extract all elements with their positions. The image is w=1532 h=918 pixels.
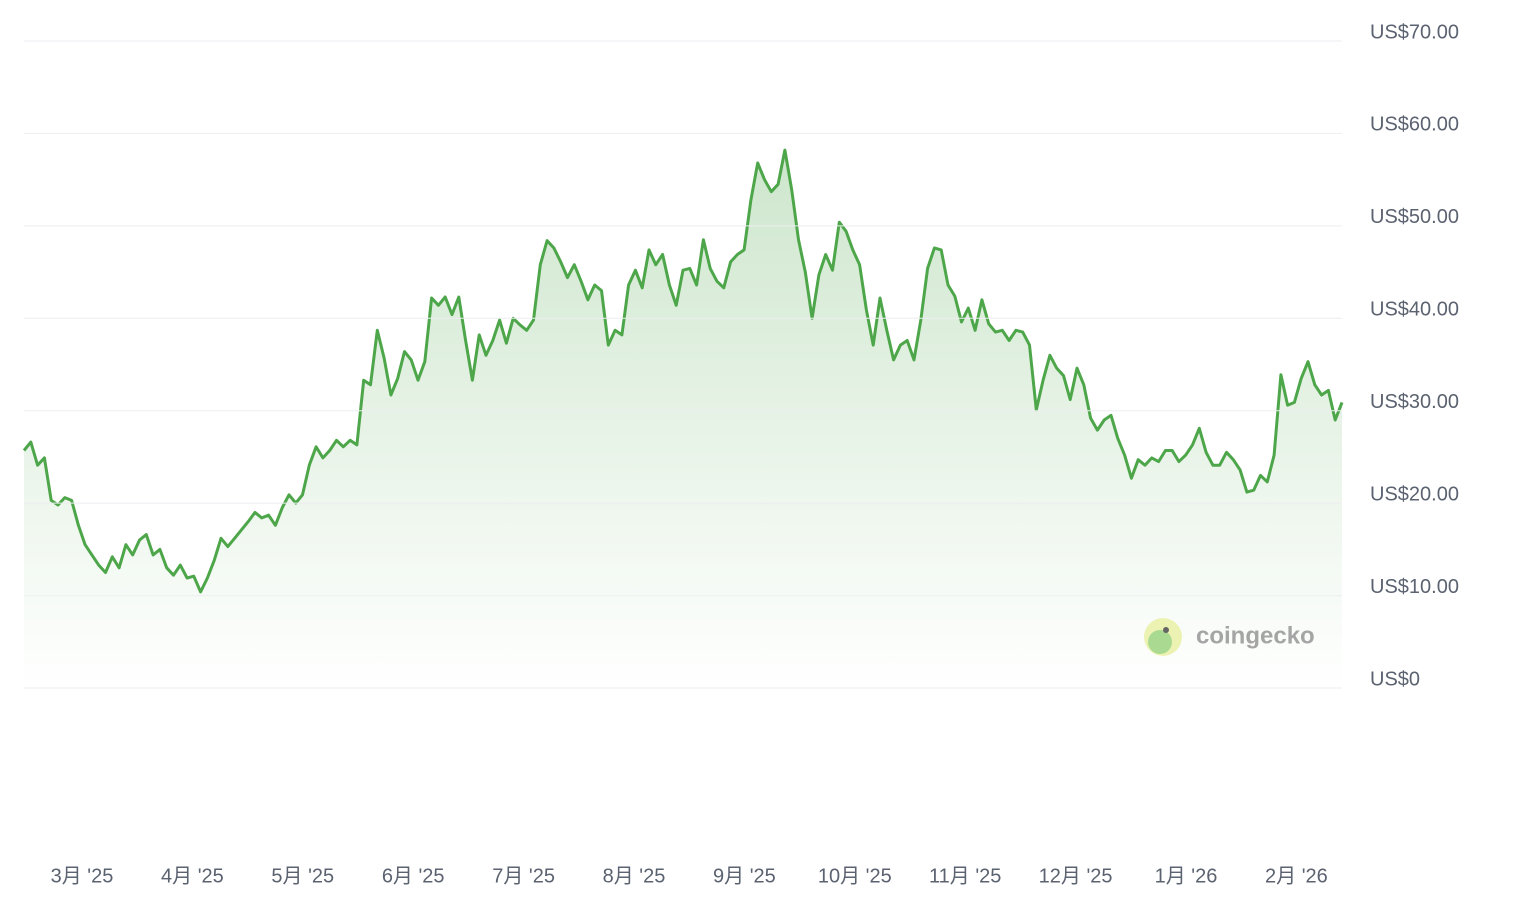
y-tick-label: US$30.00 bbox=[1370, 391, 1459, 413]
x-tick-label: 4月 '25 bbox=[161, 865, 224, 887]
x-tick-label: 7月 '25 bbox=[492, 865, 555, 887]
y-tick-label: US$70.00 bbox=[1370, 21, 1459, 43]
y-tick-label: US$60.00 bbox=[1370, 114, 1459, 136]
y-tick-label: US$20.00 bbox=[1370, 483, 1459, 505]
y-tick-label: US$50.00 bbox=[1370, 206, 1459, 228]
y-tick-label: US$0 bbox=[1370, 668, 1420, 690]
x-tick-label: 3月 '25 bbox=[51, 865, 114, 887]
watermark: coingecko bbox=[1144, 618, 1315, 656]
x-tick-label: 8月 '25 bbox=[603, 865, 666, 887]
x-tick-label: 6月 '25 bbox=[382, 865, 445, 887]
x-tick-label: 9月 '25 bbox=[713, 865, 776, 887]
x-tick-label: 1月 '26 bbox=[1155, 865, 1218, 887]
x-tick-label: 5月 '25 bbox=[271, 865, 334, 887]
x-tick-label: 11月 '25 bbox=[929, 865, 1001, 887]
y-tick-label: US$40.00 bbox=[1370, 299, 1459, 321]
area bbox=[24, 150, 1342, 689]
x-tick-label: 10月 '25 bbox=[818, 865, 892, 887]
y-tick-label: US$10.00 bbox=[1370, 576, 1459, 598]
watermark-text: coingecko bbox=[1196, 622, 1315, 649]
x-tick-label: 12月 '25 bbox=[1039, 865, 1113, 887]
x-tick-label: 2月 '26 bbox=[1265, 865, 1328, 887]
